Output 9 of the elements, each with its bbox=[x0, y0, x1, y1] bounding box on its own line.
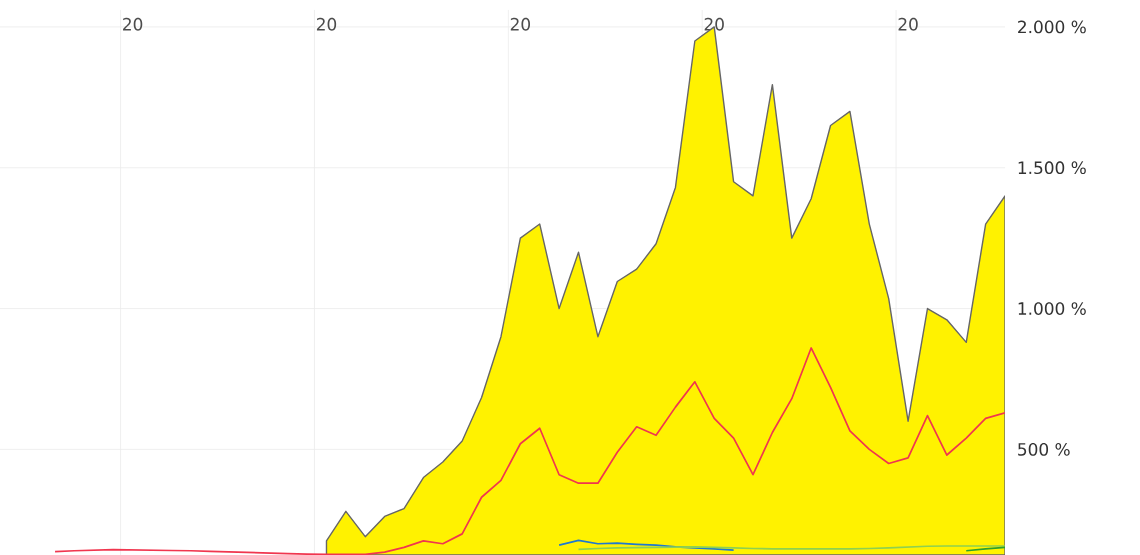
y-tick-label: 1.000 % bbox=[1018, 302, 1086, 315]
x-tick-label: 20 bbox=[510, 17, 530, 31]
x-tick-label: 20 bbox=[898, 17, 918, 31]
y-tick-label: 2.000 % bbox=[1018, 20, 1086, 34]
x-tick-label: 20 bbox=[123, 17, 143, 31]
y-tick-label: 1.500 % bbox=[1018, 161, 1086, 175]
y-tick-label: 500 % bbox=[1018, 442, 1070, 456]
x-tick-label: 20 bbox=[316, 17, 337, 31]
line-series bbox=[558, 539, 735, 552]
